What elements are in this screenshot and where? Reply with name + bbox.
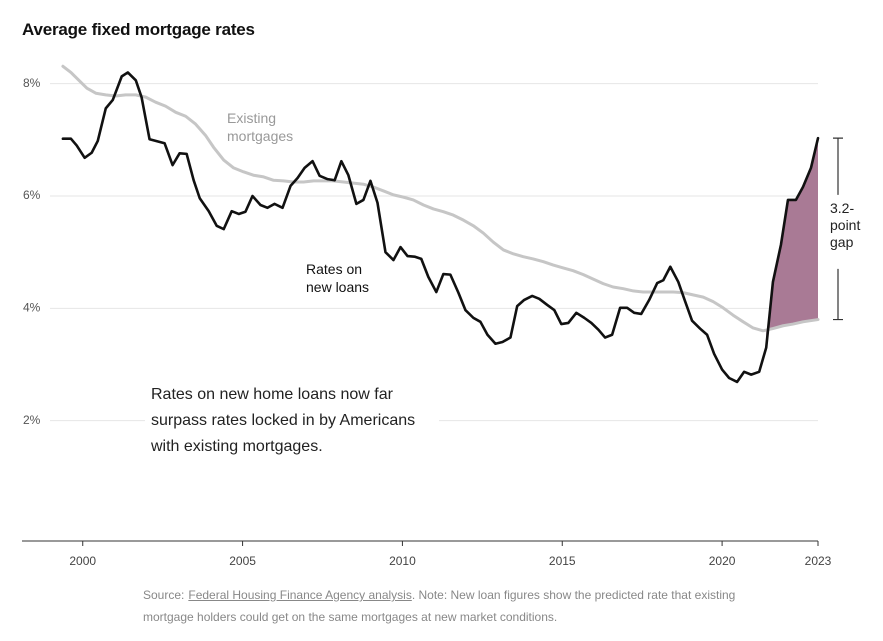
annotation: Rates on new home loans now far surpass … xyxy=(145,382,439,460)
source-link[interactable]: Federal Housing Finance Agency analysis xyxy=(188,588,412,602)
x-tick-label: 2020 xyxy=(709,554,736,568)
source-note: Source: Federal Housing Finance Agency an… xyxy=(143,584,743,628)
x-tick-label: 2015 xyxy=(549,554,576,568)
gap-label: 3.2-point gap xyxy=(830,200,861,250)
y-tick-label: 2% xyxy=(23,413,41,427)
gap-area xyxy=(766,138,818,348)
source-text: . Note: New loan figures show the predic… xyxy=(143,588,736,624)
x-tick-label: 2010 xyxy=(389,554,416,568)
series-line xyxy=(61,71,820,384)
source-prefix: Source: xyxy=(143,588,185,602)
x-tick-label: 2005 xyxy=(229,554,256,568)
series-label: Rates on new loans xyxy=(306,261,370,295)
gap-bracket xyxy=(833,137,843,321)
x-tick-label: 2023 xyxy=(805,554,832,568)
series-line xyxy=(61,64,820,333)
y-tick-label: 4% xyxy=(23,301,41,315)
series-label: Existing mortgages xyxy=(227,110,294,144)
y-tick-label: 8% xyxy=(23,76,41,90)
chart-title: Average fixed mortgage rates xyxy=(22,20,255,39)
x-tick-label: 2000 xyxy=(69,554,96,568)
y-tick-label: 6% xyxy=(23,188,41,202)
